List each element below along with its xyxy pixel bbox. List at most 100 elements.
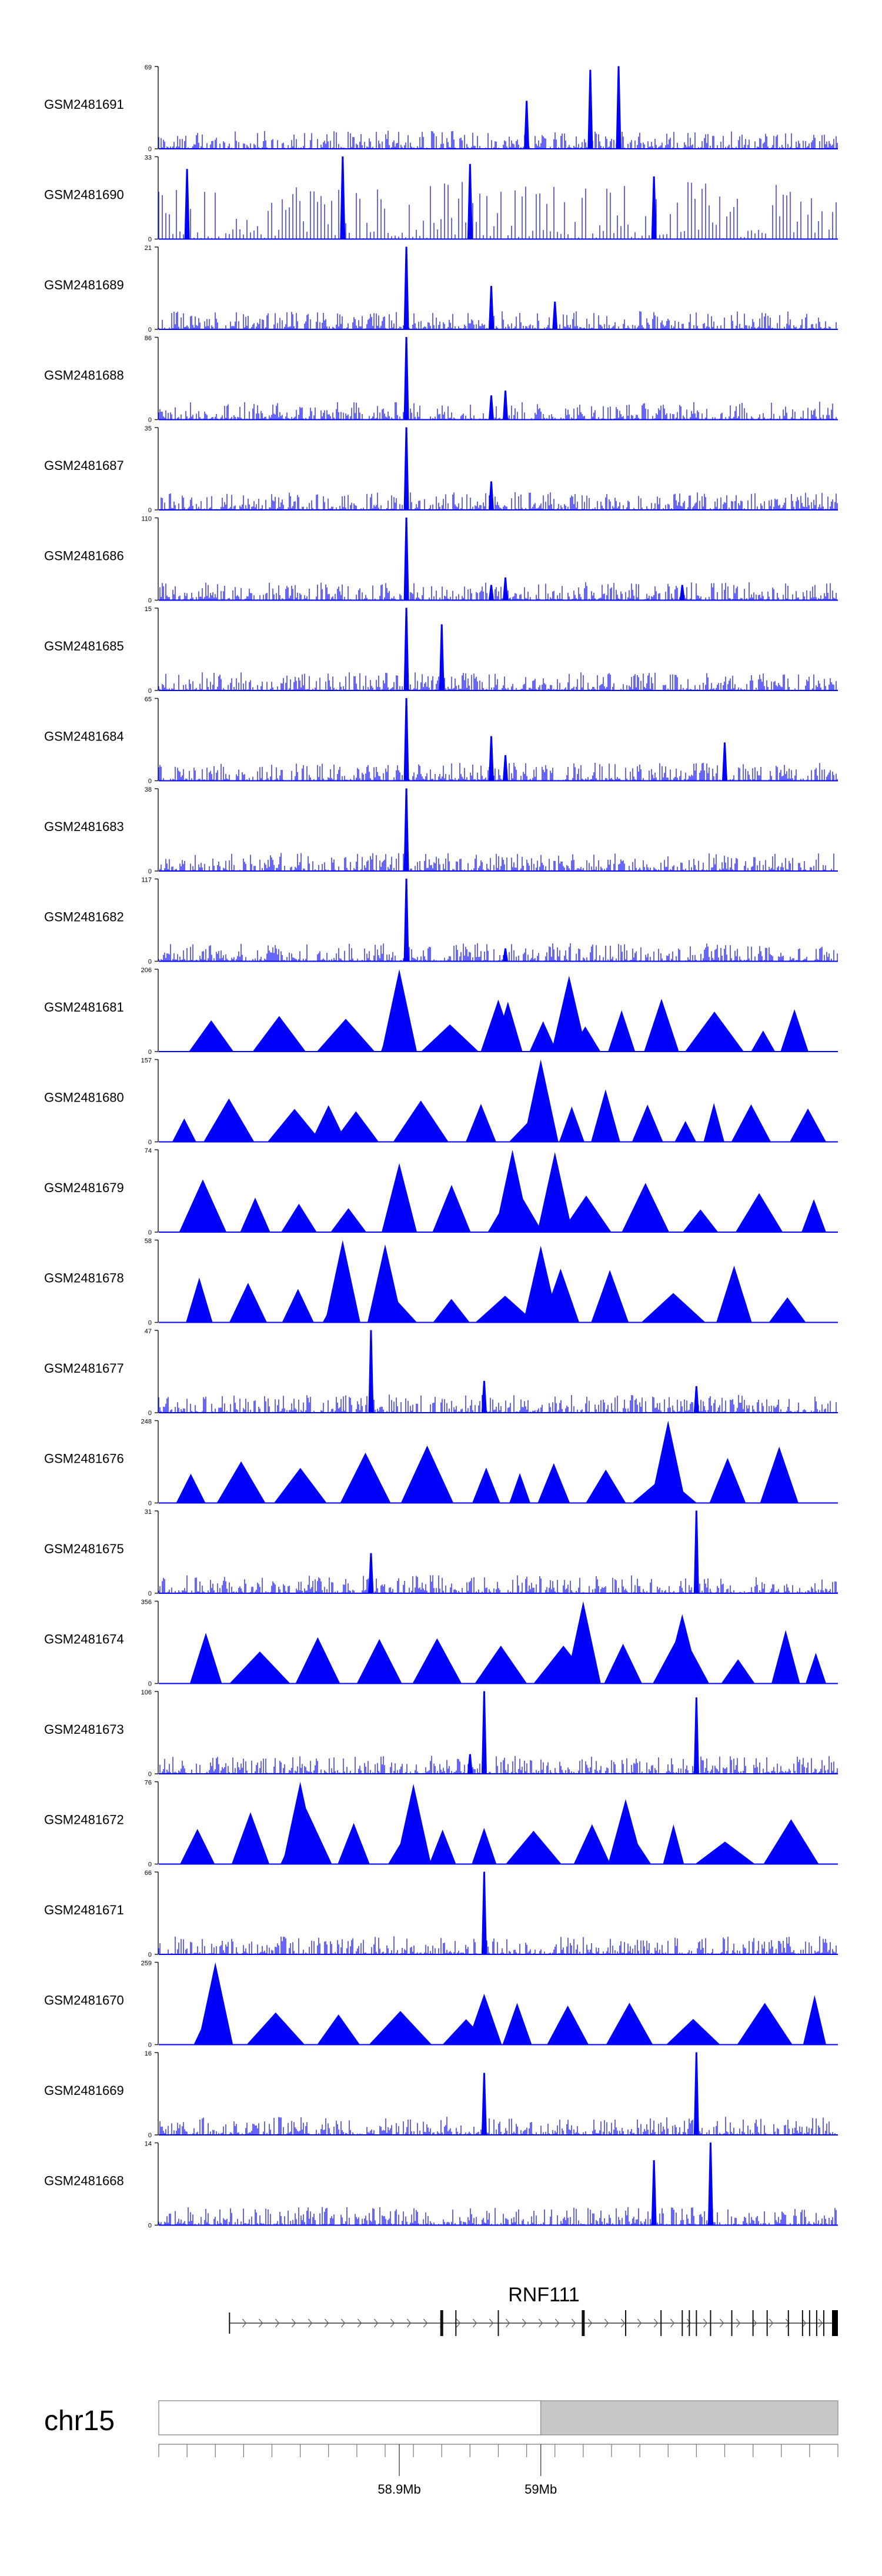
triangle-peak xyxy=(608,1798,644,1864)
y-min-label: 0 xyxy=(148,1951,152,1958)
gene-exon xyxy=(696,2310,697,2336)
signal-peak xyxy=(693,1697,699,1774)
signal-noise xyxy=(158,2117,838,2135)
track-GSM2481672: GSM2481672 76 0 xyxy=(44,1780,838,1868)
strand-arrow xyxy=(670,2318,675,2328)
track-label: GSM2481670 xyxy=(44,1993,124,2008)
triangle-segment xyxy=(547,2006,589,2045)
track-GSM2481690: GSM2481690 33 0 xyxy=(44,155,838,243)
triangle-segment xyxy=(573,1824,610,1864)
signal-peak xyxy=(403,337,409,420)
strand-arrow xyxy=(703,2318,708,2328)
y-min-label: 0 xyxy=(148,1139,152,1146)
tracks-layer: GSM2481691690GSM2481690330GSM2481689210G… xyxy=(44,64,838,2230)
triangle-segment xyxy=(369,2011,432,2045)
strand-arrow xyxy=(258,2318,263,2328)
triangle-segments xyxy=(180,1808,819,1864)
y-min-label: 0 xyxy=(148,417,152,424)
signal-peak xyxy=(488,585,495,600)
y-min-label: 0 xyxy=(148,1771,152,1778)
signal-peak xyxy=(467,163,473,239)
strand-arrow xyxy=(637,2318,642,2328)
strand-arrow xyxy=(390,2318,395,2328)
y-max-label: 117 xyxy=(141,877,152,884)
gene-exon xyxy=(582,2310,585,2336)
triangle-segment xyxy=(663,1824,684,1864)
triangle-segment xyxy=(559,1106,584,1142)
track-label: GSM2481689 xyxy=(44,278,124,292)
y-max-label: 16 xyxy=(145,2050,152,2057)
signal-peak xyxy=(403,608,409,691)
noise-bars xyxy=(158,1394,838,1413)
track-label: GSM2481690 xyxy=(44,188,124,202)
y-max-label: 110 xyxy=(141,516,152,523)
signal-peak xyxy=(467,1754,473,1774)
triangle-segment xyxy=(760,1446,799,1503)
signal-peak xyxy=(502,755,509,781)
triangle-peak xyxy=(396,1784,432,1864)
strand-arrow xyxy=(291,2318,296,2328)
track-GSM2481668: GSM2481668 14 0 xyxy=(44,2141,838,2230)
noise-bars xyxy=(158,2207,838,2225)
gene-exon xyxy=(710,2310,711,2336)
triangle-segments xyxy=(172,1089,826,1142)
signal-peak xyxy=(502,391,509,420)
gene-exon xyxy=(816,2310,817,2336)
y-min-label: 0 xyxy=(148,1590,152,1597)
y-min-label: 0 xyxy=(148,868,152,875)
track-label: GSM2481677 xyxy=(44,1361,124,1376)
triangle-segment xyxy=(591,1270,629,1323)
triangle-segment xyxy=(282,1289,314,1323)
signal-noise xyxy=(158,853,838,871)
y-max-label: 76 xyxy=(145,1780,152,1787)
track-GSM2481671: GSM2481671 66 0 xyxy=(44,1870,838,1958)
triangle-segment xyxy=(674,1121,696,1142)
y-max-label: 21 xyxy=(145,245,152,252)
strand-arrow xyxy=(472,2318,477,2328)
gene-exon xyxy=(752,2310,754,2336)
triangle-peak xyxy=(480,999,516,1052)
gene-exon xyxy=(801,2310,803,2336)
signal-peak xyxy=(439,624,445,691)
strand-arrow xyxy=(373,2318,379,2328)
track-GSM2481675: GSM2481675 31 0 xyxy=(44,1509,838,1597)
triangle-segment xyxy=(604,1643,642,1684)
triangle-segment xyxy=(709,1457,746,1503)
signal-noise xyxy=(158,402,837,420)
gene-exon-terminal xyxy=(832,2310,838,2336)
y-max-label: 15 xyxy=(145,606,152,613)
triangle-segment xyxy=(216,1461,266,1503)
gene-exon xyxy=(731,2310,733,2336)
track-label: GSM2481686 xyxy=(44,549,124,563)
triangle-segments xyxy=(189,1630,826,1684)
triangle-segment xyxy=(179,1179,227,1232)
track-GSM2481689: GSM2481689 21 0 xyxy=(44,245,838,333)
y-max-label: 86 xyxy=(145,335,152,342)
triangle-segment xyxy=(716,1266,752,1323)
strand-arrow xyxy=(752,2318,757,2328)
gene-exon xyxy=(787,2310,789,2336)
signal-noise xyxy=(158,131,838,149)
gene-exon xyxy=(808,2310,810,2336)
triangle-segment xyxy=(240,1197,270,1232)
track-label: GSM2481680 xyxy=(44,1090,124,1105)
triangle-segment xyxy=(252,1016,306,1052)
track-label: GSM2481674 xyxy=(44,1632,124,1647)
signal-peak xyxy=(651,2160,657,2225)
track-GSM2481680: GSM2481680 157 0 xyxy=(44,1057,838,1146)
triangle-segment xyxy=(176,1473,206,1503)
y-min-label: 0 xyxy=(148,2042,152,2049)
triangle-segment xyxy=(400,1446,454,1503)
triangle-peak xyxy=(282,1781,318,1864)
y-min-label: 0 xyxy=(148,2223,152,2230)
noise-bars xyxy=(159,492,838,510)
signal-peak xyxy=(403,788,409,872)
triangle-segment xyxy=(338,1823,370,1864)
triangle-segment xyxy=(393,1100,449,1142)
strand-arrow xyxy=(505,2318,510,2328)
signal-peak xyxy=(403,698,409,781)
track-label: GSM2481684 xyxy=(44,729,124,744)
y-max-label: 157 xyxy=(141,1057,152,1065)
signal-peak xyxy=(403,518,409,600)
